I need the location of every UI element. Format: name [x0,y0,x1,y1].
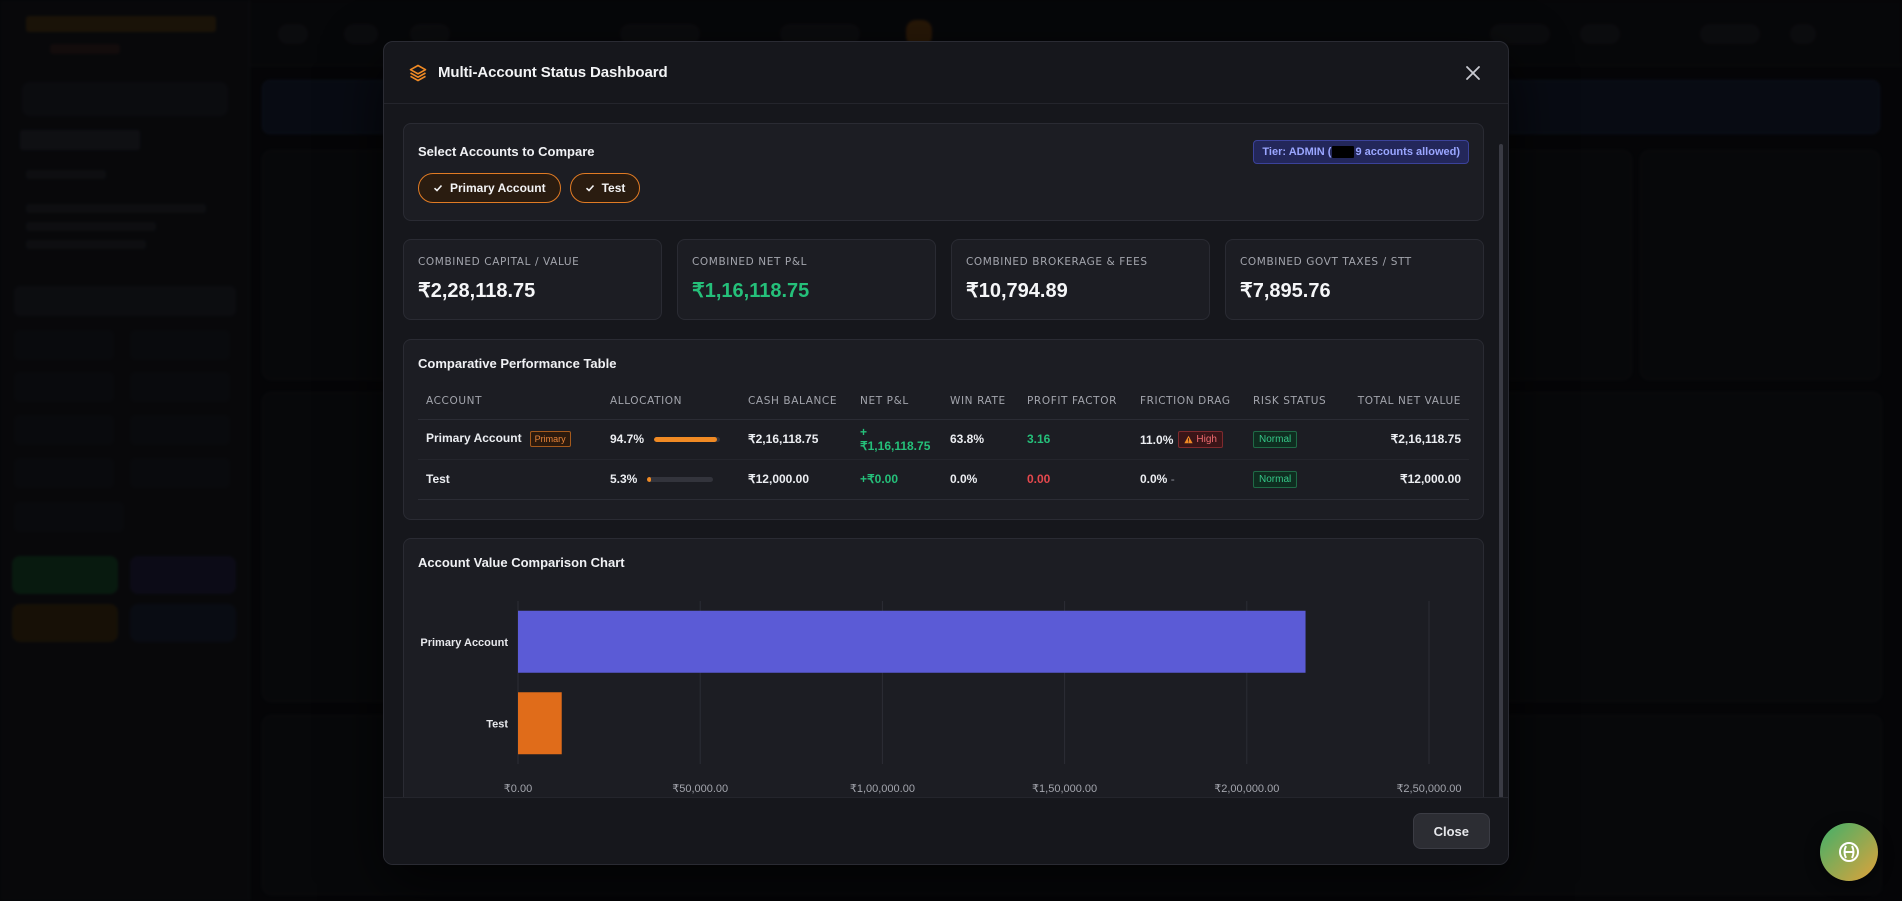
card-label: COMBINED CAPITAL / VALUE [418,256,580,268]
allocation-value: 5.3% [610,472,638,486]
card-value: ₹1,16,118.75 [692,280,810,302]
close-icon[interactable] [1462,62,1484,84]
section-title: Account Value Comparison Chart [418,555,625,570]
chip-label: Test [601,181,626,195]
allocation-value: 94.7% [610,432,645,446]
column-header: PROFIT FACTOR [1019,383,1132,420]
x-tick-label: ₹50,000.00 [672,783,728,795]
card-label: COMBINED NET P&L [692,256,808,268]
friction-value: 11.0% [1140,432,1174,447]
allocation-bar [647,476,714,482]
check-icon [433,184,443,192]
modal-body: Select Accounts to Compare Tier: ADMIN (… [384,104,1508,799]
friction-tag-label: High [1196,433,1217,445]
card-value: ₹10,794.89 [966,280,1068,302]
allocation-bar-fill [647,476,651,482]
profit-factor-cell: 0.00 [1019,459,1132,500]
table-row[interactable]: Test 5.3% ₹12,000.00 +₹0.00 0.0% 0.00 0.… [418,459,1469,500]
warning-icon [1184,435,1194,443]
account-cell: Test [418,459,602,500]
total-cell: ₹12,000.00 [1345,459,1469,500]
redacted-block [1332,146,1355,158]
y-category-label: Primary Account [420,637,508,649]
card-label: COMBINED BROKERAGE & FEES [966,256,1148,268]
x-tick-label: ₹1,00,000.00 [850,783,915,795]
tier-badge: Tier: ADMIN ( 9 accounts allowed) [1253,140,1469,164]
column-header: CASH BALANCE [740,383,852,420]
performance-table: ACCOUNT ALLOCATION CASH BALANCE NET P&L … [418,383,1469,500]
value-comparison-chart: ₹0.00 ₹50,000.00 ₹1,00,000.00 ₹1,50,000.00 ₹… [420,601,1462,795]
cash-cell: ₹2,16,118.75 [740,419,852,460]
card-value: ₹7,895.76 [1240,280,1331,302]
column-header: FRICTION DRAG [1132,383,1245,420]
risk-status-badge: Normal [1253,430,1298,448]
account-selector-panel: Select Accounts to Compare Tier: ADMIN (… [403,123,1484,221]
table-row[interactable]: Primary Account Primary 94.7% ₹2,16,118.7… [418,419,1469,460]
friction-high-badge: High [1178,430,1223,448]
account-chip-primary[interactable]: Primary Account [418,173,561,203]
x-tick-label: ₹2,00,000.00 [1214,783,1279,795]
y-category-label: Test [486,718,508,730]
risk-cell: Normal [1245,419,1345,460]
summary-card-pnl: COMBINED NET P&L ₹1,16,118.75 [677,239,936,320]
primary-tag: Primary [529,431,571,447]
account-chip-test[interactable]: Test [569,173,641,203]
friction-cell: 11.0% High [1132,419,1245,460]
summary-card-capital: COMBINED CAPITAL / VALUE ₹2,28,118.75 [403,239,662,320]
column-header: NET P&L [852,383,942,420]
card-label: COMBINED GOVT TAXES / STT [1240,256,1412,268]
account-name: Test [426,472,450,486]
risk-cell: Normal [1245,459,1345,500]
tier-badge-prefix: Tier: ADMIN ( [1262,146,1332,158]
allocation-bar [654,436,721,442]
total-cell: ₹2,16,118.75 [1345,419,1469,460]
layers-icon [408,63,428,83]
x-tick-label: ₹2,50,000.00 [1396,783,1461,795]
x-tick-label: ₹0.00 [504,783,532,795]
column-header: ALLOCATION [602,383,740,420]
pnl-cell: +₹1,16,118.75 [852,419,942,460]
section-title: Comparative Performance Table [418,356,617,371]
allocation-bar-fill [654,436,717,442]
check-icon [585,184,594,192]
assistant-icon [1839,842,1859,862]
modal-footer: Close [384,797,1508,864]
account-name: Primary Account [426,431,522,446]
account-cell: Primary Account Primary [418,419,602,460]
friction-cell: 0.0% - [1132,459,1245,500]
summary-card-taxes: COMBINED GOVT TAXES / STT ₹7,895.76 [1225,239,1484,320]
summary-cards: COMBINED CAPITAL / VALUE ₹2,28,118.75 CO… [403,239,1484,320]
friction-value: 0.0% [1140,472,1168,486]
column-header: RISK STATUS [1245,383,1345,420]
column-header: WIN RATE [942,383,1019,420]
bar-primary-account [518,610,1306,673]
close-button[interactable]: Close [1412,813,1490,849]
cash-cell: ₹12,000.00 [740,459,852,500]
section-title: Select Accounts to Compare [418,144,595,159]
modal-title: Multi-Account Status Dashboard [438,64,668,81]
assistant-fab[interactable] [1820,823,1878,881]
risk-status-badge: Normal [1253,470,1298,488]
multi-account-modal: Multi-Account Status Dashboard Select Ac… [383,41,1509,865]
win-rate-cell: 0.0% [942,459,1019,500]
x-tick-label: ₹1,50,000.00 [1032,783,1097,795]
scrollbar[interactable] [1499,144,1503,809]
profit-factor-cell: 3.16 [1019,419,1132,460]
pnl-cell: +₹0.00 [852,459,942,500]
bar-test [518,692,562,755]
card-value: ₹2,28,118.75 [418,280,536,302]
modal-header: Multi-Account Status Dashboard [384,42,1508,104]
column-header: ACCOUNT [418,383,602,420]
allocation-cell: 94.7% [602,419,740,460]
summary-card-brokerage: COMBINED BROKERAGE & FEES ₹10,794.89 [951,239,1210,320]
value-comparison-chart-panel: Account Value Comparison Chart ₹0.00 ₹50,… [403,538,1484,799]
allocation-cell: 5.3% [602,459,740,500]
win-rate-cell: 63.8% [942,419,1019,460]
column-header: TOTAL NET VALUE [1345,383,1469,420]
comparative-table-panel: Comparative Performance Table ACCOUNT AL… [403,339,1484,520]
tier-badge-suffix: 9 accounts allowed) [1355,146,1460,158]
friction-tag-label: - [1170,472,1175,486]
chip-label: Primary Account [450,181,546,195]
table-header-row: ACCOUNT ALLOCATION CASH BALANCE NET P&L … [418,383,1469,420]
